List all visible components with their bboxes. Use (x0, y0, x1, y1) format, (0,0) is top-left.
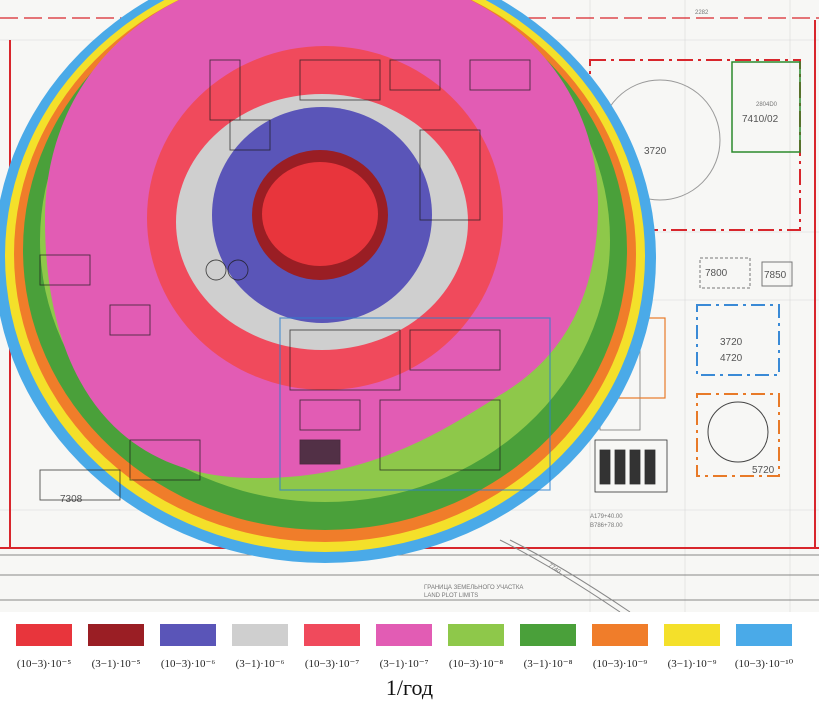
legend-swatch (376, 624, 432, 646)
legend-swatch (736, 624, 792, 646)
building-7800 (699, 257, 751, 289)
coord-label-1: A179+40.00 (590, 514, 623, 520)
legend-label: (10−3)·10⁻⁵ (16, 658, 72, 670)
legend-label: (3−1)·10⁻⁷ (379, 658, 429, 670)
legend-swatch (664, 624, 720, 646)
building-7800-label: 7800 (705, 268, 728, 279)
legend-swatch (232, 624, 288, 646)
legend-item: (10−3)·10⁻⁸ (440, 618, 512, 670)
unit-label: 1/год (385, 675, 434, 700)
legend-label: (3−1)·10⁻⁸ (523, 658, 573, 670)
legend-item: (10−3)·10⁻¹⁰ (728, 618, 800, 670)
legend-label: (3−1)·10⁻⁶ (235, 658, 285, 670)
legend-swatch (520, 624, 576, 646)
coord-label-2: B786+78.00 (590, 523, 623, 529)
legend-swatch (304, 624, 360, 646)
road (0, 539, 819, 612)
tank-3720-label: 3720 (644, 146, 667, 157)
building-7410-label: 7410/02 (742, 114, 779, 125)
legend-item: (10−3)·10⁻⁹ (584, 618, 656, 670)
legend-item: (10−3)·10⁻⁶ (152, 618, 224, 670)
legend-item: (3−1)·10⁻⁸ (512, 618, 584, 670)
legend: (10−3)·10⁻⁵ (3−1)·10⁻⁵ (10−3)·10⁻⁶ (3−1)·10… (0, 618, 819, 670)
legend-label: (10−3)·10⁻¹⁰ (734, 658, 794, 670)
process-units-right (594, 317, 668, 493)
tank-5720-outline (707, 401, 769, 463)
risk-zone-1e-5 (262, 162, 378, 266)
tank-5720-pad (696, 393, 780, 477)
building-7850-label: 7850 (764, 270, 787, 281)
legend-label: (10−3)·10⁻⁹ (592, 658, 648, 670)
risk-zones (0, 0, 656, 563)
legend-swatch (16, 624, 72, 646)
legend-label: (3−1)·10⁻⁹ (667, 658, 717, 670)
pad-3720-4720 (696, 304, 780, 376)
legend-label: (10−3)·10⁻⁶ (160, 658, 216, 670)
legend-item: (3−1)·10⁻⁵ (80, 618, 152, 670)
legend-label: (10−3)·10⁻⁸ (448, 658, 504, 670)
pad-upper-label: 3720 (720, 337, 743, 348)
pad-lower-label: 4720 (720, 353, 743, 364)
legend-item: (3−1)·10⁻⁶ (224, 618, 296, 670)
building-7850 (761, 261, 793, 287)
legend-swatch (592, 624, 648, 646)
legend-swatch (88, 624, 144, 646)
legend-swatch (448, 624, 504, 646)
risk-contour-map: 2804D0 7410/02 3720 7800 7850 3720 4720 … (0, 0, 819, 612)
legend-item: (3−1)·10⁻⁹ (656, 618, 728, 670)
building-7308-label: 7308 (60, 494, 83, 505)
plan-overlay (39, 59, 551, 501)
dimension-label: 2282 (695, 10, 709, 16)
legend-item: (3−1)·10⁻⁷ (368, 618, 440, 670)
legend-label: (10−3)·10⁻⁷ (304, 658, 360, 670)
building-7410-code: 2804D0 (756, 102, 778, 108)
tank-5720-label: 5720 (752, 465, 775, 476)
plot-limit-label-en: LAND PLOT LIMITS (424, 593, 478, 599)
legend-label: (3−1)·10⁻⁵ (91, 658, 141, 670)
legend-item: (10−3)·10⁻⁵ (8, 618, 80, 670)
legend-swatch (160, 624, 216, 646)
plot-limit-label-ru: ГРАНИЦА ЗЕМЕЛЬНОГО УЧАСТКА (424, 585, 523, 591)
building-7410 (731, 61, 801, 153)
legend-item: (10−3)·10⁻⁷ (296, 618, 368, 670)
